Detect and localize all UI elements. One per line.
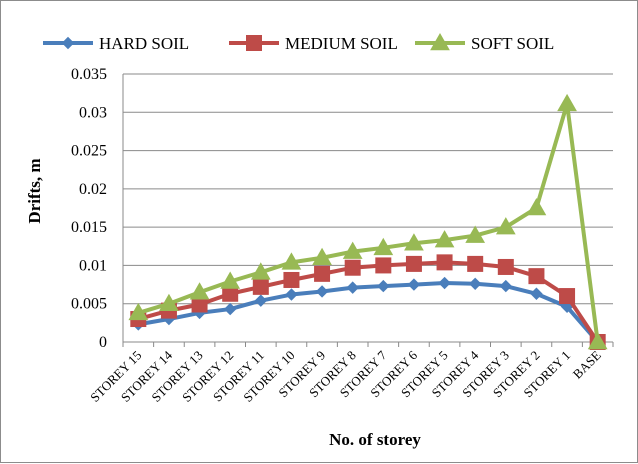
data-point [314, 265, 331, 282]
series-line [137, 101, 600, 343]
legend-marker [246, 35, 262, 51]
data-point [223, 302, 237, 316]
data-point [495, 217, 516, 235]
data-point [557, 93, 577, 112]
data-point [530, 287, 543, 300]
data-point [375, 257, 392, 274]
data-point [312, 247, 332, 266]
data-point [252, 278, 269, 295]
y-tick-label: 0.035 [71, 66, 107, 83]
data-point [559, 288, 576, 305]
series-line [137, 260, 600, 344]
data-point [342, 241, 363, 259]
x-axis-title: No. of storey [329, 430, 421, 449]
data-series [128, 93, 608, 350]
data-point [528, 268, 545, 285]
data-point [281, 252, 302, 270]
series-hard-soil [132, 276, 604, 349]
data-point [189, 282, 210, 300]
data-point [377, 279, 390, 293]
data-point [285, 288, 298, 301]
data-point [128, 302, 149, 321]
data-point [526, 197, 547, 216]
data-point [497, 258, 514, 275]
legend: HARD SOIL MEDIUM SOIL SOFT SOIL [43, 32, 554, 53]
y-tick-label: 0.02 [79, 181, 107, 198]
data-point [499, 279, 513, 293]
legend-label: MEDIUM SOIL [285, 34, 398, 53]
legend-item: HARD SOIL [43, 34, 189, 53]
y-tick-label: 0.025 [71, 143, 107, 160]
data-point [220, 271, 241, 289]
data-point [407, 278, 421, 291]
data-point [436, 254, 453, 271]
data-point [465, 225, 486, 243]
x-tick-label: BASE [570, 347, 604, 381]
legend-label: SOFT SOIL [471, 34, 554, 53]
series-soft-soil [128, 93, 608, 350]
data-point [373, 237, 394, 256]
y-tick-label: 0.03 [79, 104, 107, 121]
y-tick-labels: 0 0.005 0.01 0.015 0.02 0.025 0.03 0.035 [71, 66, 107, 351]
data-point [250, 262, 271, 280]
data-point [467, 255, 484, 272]
legend-item: MEDIUM SOIL [229, 34, 398, 53]
data-point [283, 271, 300, 288]
data-point [434, 230, 455, 248]
legend-marker [61, 36, 75, 50]
data-point [315, 285, 329, 298]
data-point [346, 281, 359, 294]
data-point [159, 293, 179, 311]
y-tick-label: 0.01 [79, 257, 107, 274]
data-point [254, 294, 268, 307]
y-tick-label: 0.005 [71, 296, 107, 313]
legend-item: SOFT SOIL [415, 32, 554, 53]
y-tick-label: 0 [99, 334, 107, 351]
data-point [438, 276, 451, 290]
grid-lines [123, 73, 613, 305]
legend-marker [430, 32, 450, 51]
series-line [137, 281, 600, 344]
y-tick-label: 0.015 [71, 219, 107, 236]
data-point [404, 233, 424, 251]
axes [122, 74, 614, 347]
data-point [468, 277, 482, 291]
data-point [587, 331, 608, 350]
series-medium-soil [130, 254, 606, 350]
legend-label: HARD SOIL [99, 34, 189, 53]
y-axis-title: Drifts, m [25, 158, 44, 223]
data-point [405, 255, 422, 272]
data-point [344, 259, 361, 276]
